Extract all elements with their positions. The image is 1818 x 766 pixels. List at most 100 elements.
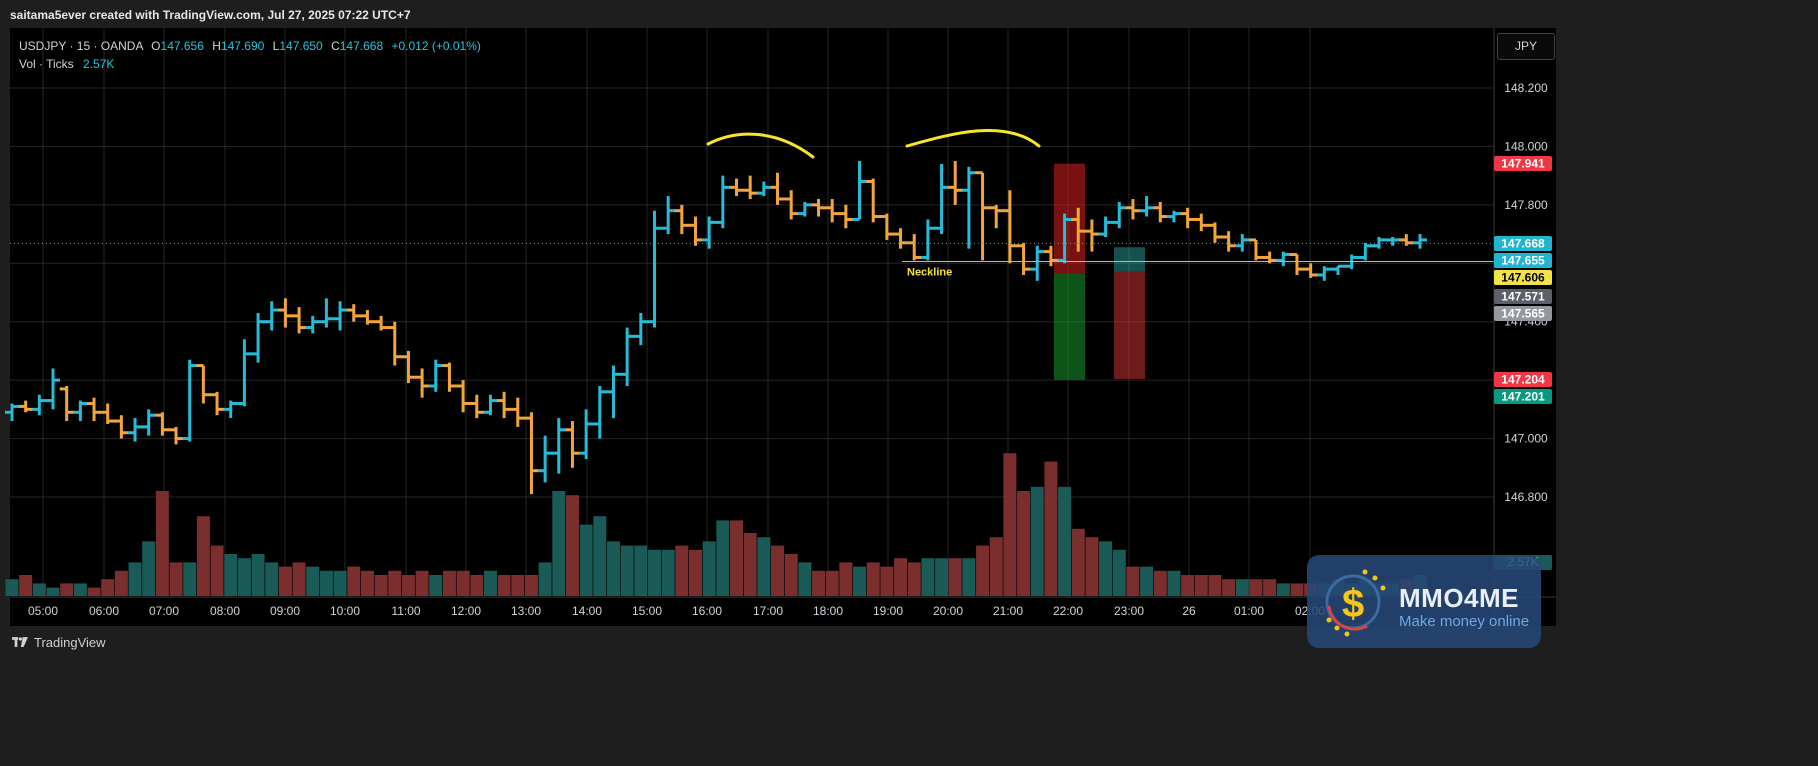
price-tag: 147.201 (1494, 389, 1552, 404)
volume-bar (19, 575, 33, 596)
volume-bar (661, 549, 675, 596)
ohlc-bar (483, 394, 498, 416)
volume-bar (948, 558, 962, 596)
volume-bar (60, 583, 74, 596)
currency-button[interactable]: JPY (1497, 33, 1555, 60)
volume-bar (880, 566, 894, 596)
price-chart[interactable]: Neckline 148.200148.000147.800147.400147… (0, 0, 1568, 661)
close-value: 147.668 (339, 39, 384, 53)
volume-bar (1208, 575, 1222, 596)
ohlc-bar (975, 171, 990, 261)
svg-text:$: $ (1342, 582, 1364, 626)
volume-bar (853, 566, 867, 596)
ohlc-bars (5, 161, 1427, 495)
ohlc-bar (633, 312, 648, 346)
volume-bar (825, 570, 839, 596)
price-tag: 147.655 (1494, 253, 1552, 268)
price-tag: 147.571 (1494, 289, 1552, 304)
ohlc-bar (1166, 210, 1181, 223)
watermark-tagline: Make money online (1399, 613, 1530, 630)
ohlc-bar (333, 301, 348, 331)
volume-bar (620, 545, 634, 596)
volume-bar (224, 554, 238, 596)
ohlc-bar (784, 190, 799, 220)
ohlc-bar (1016, 242, 1031, 275)
position-target-zone (1054, 273, 1085, 380)
volume-bar (483, 570, 497, 596)
ohlc-bar (360, 310, 375, 325)
volume-bar (183, 562, 197, 596)
low-label: L (272, 39, 280, 53)
ohlc-bar (702, 216, 717, 249)
volume-bar (5, 579, 19, 596)
volume-bar (1140, 566, 1154, 596)
ohlc-bar (1084, 219, 1099, 252)
volume-bar (1181, 575, 1195, 596)
ohlc-bar (1276, 251, 1291, 267)
volume-label[interactable]: Vol · Ticks (19, 57, 74, 71)
time-tick-label: 14:00 (572, 604, 602, 618)
volume-bar (524, 575, 538, 596)
volume-bar (1003, 453, 1017, 596)
volume-bar (114, 570, 128, 596)
watermark-name: MMO4ME (1399, 583, 1519, 613)
symbol-name[interactable]: USDJPY · 15 · OANDA (19, 39, 143, 53)
ohlc-bar (743, 175, 758, 200)
volume-bar (1030, 486, 1044, 596)
volume-bar (128, 562, 142, 596)
volume-bar (962, 558, 976, 596)
volume-bar (976, 545, 990, 596)
time-tick-label: 18:00 (813, 604, 843, 618)
ohlc-bar (565, 421, 580, 468)
ohlc-bar (770, 172, 785, 205)
tradingview-logo[interactable]: TradingView (12, 635, 106, 650)
volume-bar (1071, 528, 1085, 596)
price-tag: 147.204 (1494, 372, 1552, 387)
ohlc-bar (401, 350, 416, 384)
volume-bar (866, 562, 880, 596)
ohlc-bar (1413, 234, 1427, 249)
ohlc-bar (1071, 207, 1086, 252)
ohlc-bar (729, 178, 744, 197)
volume-bar (565, 495, 579, 596)
ohlc-bar (1248, 238, 1263, 261)
volume-bar (1194, 575, 1208, 596)
time-tick-label: 11:00 (391, 604, 420, 618)
footer-bar: TradingView (0, 626, 1568, 661)
ohlc-bar (292, 307, 307, 334)
volume-bar (538, 562, 552, 596)
ohlc-bar (5, 403, 19, 422)
high-label: H (212, 39, 221, 53)
volume-bar (935, 558, 949, 596)
chart-area[interactable] (10, 28, 1556, 626)
price-tick-label: 146.800 (1504, 490, 1548, 504)
ohlc-row: USDJPY · 15 · OANDA O147.656 H147.690 L1… (19, 37, 481, 55)
volume-bar (812, 570, 826, 596)
time-tick-label: 23:00 (1114, 604, 1144, 618)
time-tick-label: 19:00 (873, 604, 903, 618)
time-tick-label: 26 (1182, 604, 1196, 618)
time-tick-label: 15:00 (632, 604, 662, 618)
svg-text:147.606: 147.606 (1501, 271, 1545, 285)
ohlc-bar (1221, 231, 1236, 252)
volume-bar (87, 587, 101, 596)
time-tick-label: 21:00 (993, 604, 1023, 618)
svg-text:147.941: 147.941 (1501, 157, 1545, 171)
ohlc-bar (1153, 201, 1168, 223)
ohlc-bar (825, 199, 840, 223)
position-risk-zone (1114, 271, 1145, 379)
volume-bar (456, 570, 470, 596)
volume-bar (292, 562, 306, 596)
high-value: 147.690 (220, 39, 265, 53)
volume-bar (743, 533, 757, 596)
volume-bar (237, 558, 251, 596)
ohlc-bar (387, 321, 402, 366)
ohlc-bar (1235, 234, 1250, 252)
volume-bar (1290, 583, 1304, 596)
volume-bar (511, 575, 525, 596)
ohlc-bar (196, 364, 211, 404)
volume-bar (688, 549, 702, 596)
price-tag: 147.941 (1494, 156, 1552, 171)
price-tag: 147.565 (1494, 306, 1552, 321)
ohlc-bar (223, 400, 238, 419)
